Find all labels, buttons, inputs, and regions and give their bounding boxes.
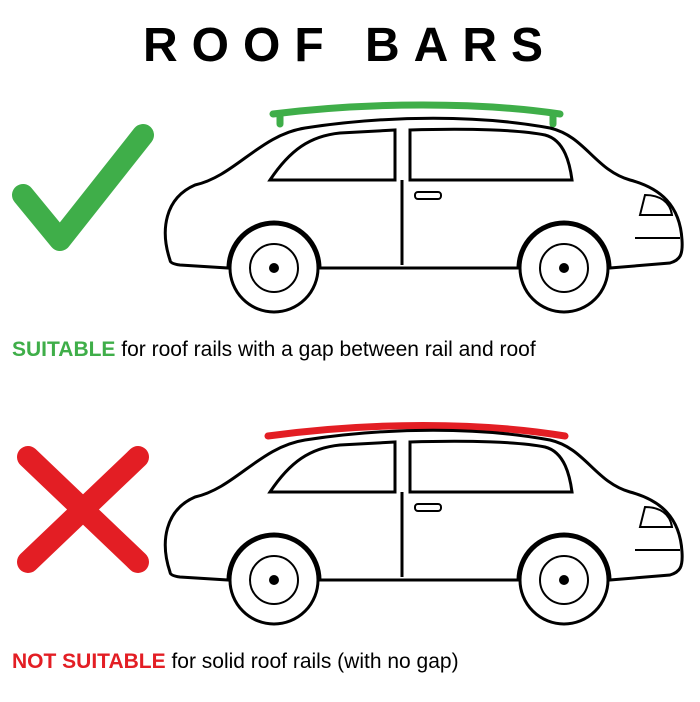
check-icon bbox=[8, 120, 158, 270]
car-not-suitable bbox=[140, 392, 700, 652]
panel-not-suitable: NOT SUITABLE for solid roof rails (with … bbox=[0, 392, 700, 702]
car-suitable bbox=[140, 80, 700, 340]
page-title: ROOF BARS bbox=[0, 0, 700, 73]
cross-icon bbox=[8, 432, 158, 582]
caption-suitable: SUITABLE for roof rails with a gap betwe… bbox=[12, 338, 536, 362]
caption-not-suitable-rest: for solid roof rails (with no gap) bbox=[166, 650, 459, 673]
caption-not-suitable: NOT SUITABLE for solid roof rails (with … bbox=[12, 650, 459, 674]
caption-suitable-rest: for roof rails with a gap between rail a… bbox=[115, 338, 535, 361]
keyword-not-suitable: NOT SUITABLE bbox=[12, 650, 166, 673]
keyword-suitable: SUITABLE bbox=[12, 338, 115, 361]
panel-suitable: SUITABLE for roof rails with a gap betwe… bbox=[0, 80, 700, 380]
